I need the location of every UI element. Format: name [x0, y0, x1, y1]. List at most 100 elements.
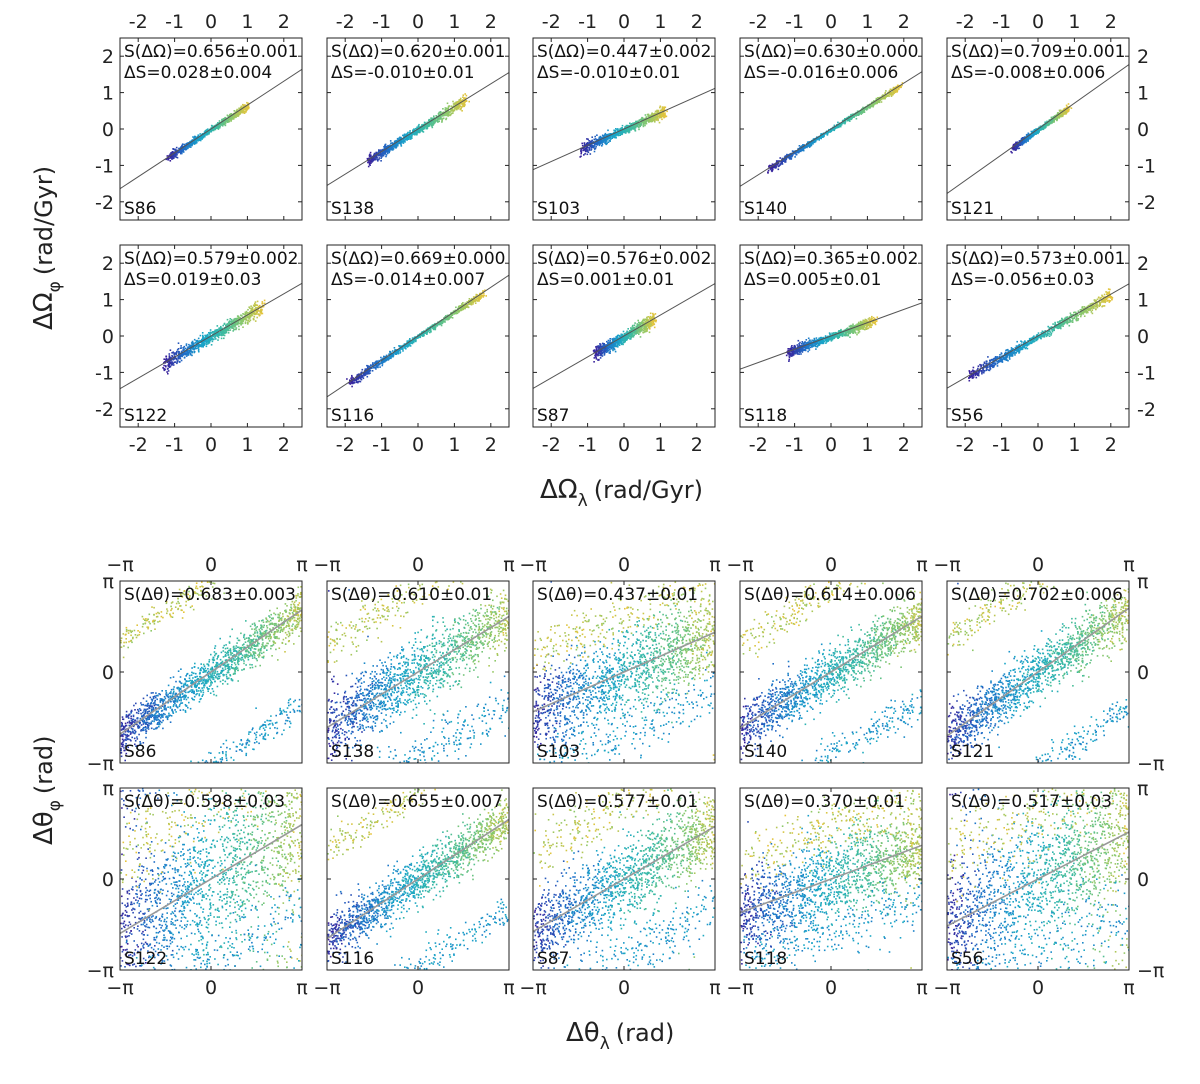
- data-point: [422, 124, 425, 126]
- data-point: [232, 115, 235, 118]
- data-point: [795, 153, 797, 156]
- data-point: [768, 165, 770, 167]
- data-point: [380, 160, 382, 162]
- data-point: [826, 131, 828, 134]
- data-point: [185, 343, 188, 345]
- data-point: [450, 111, 452, 113]
- data-point: [175, 156, 178, 158]
- data-point: [840, 122, 842, 125]
- data-point: [422, 127, 424, 130]
- data-point: [802, 149, 804, 151]
- data-point: [172, 154, 175, 156]
- data-point: [437, 113, 440, 115]
- data-point: [179, 149, 182, 151]
- data-point: [247, 107, 250, 110]
- data-point: [441, 111, 444, 114]
- data-point: [388, 150, 390, 152]
- data-point: [403, 133, 406, 136]
- data-point: [769, 168, 772, 170]
- data-point: [241, 108, 243, 111]
- x-tick-label-top: -1: [785, 11, 804, 33]
- data-point: [400, 141, 403, 144]
- data-point: [809, 143, 811, 145]
- data-point: [437, 117, 440, 119]
- data-point: [849, 116, 852, 118]
- data-point: [594, 138, 597, 140]
- data-point: [850, 113, 852, 116]
- data-point: [442, 117, 445, 120]
- data-point: [420, 128, 423, 130]
- data-point: [1053, 115, 1056, 118]
- data-point: [421, 130, 424, 133]
- data-point: [630, 124, 632, 126]
- data-point: [888, 93, 890, 95]
- data-point: [176, 153, 178, 156]
- data-point: [1012, 147, 1015, 149]
- data-point: [447, 106, 450, 109]
- data-point: [399, 136, 401, 139]
- data-point: [445, 118, 447, 121]
- data-point: [403, 140, 406, 142]
- data-point: [242, 111, 244, 114]
- data-point: [793, 152, 796, 154]
- data-point: [254, 313, 256, 315]
- data-point: [823, 134, 825, 136]
- data-point: [892, 90, 895, 92]
- data-point: [604, 140, 606, 143]
- y-tick-label-right: 0: [1137, 119, 1149, 141]
- data-point: [423, 127, 426, 129]
- data-point: [649, 117, 651, 119]
- data-point: [193, 142, 195, 144]
- data-point: [664, 106, 667, 109]
- data-point: [239, 112, 242, 114]
- data-point: [1027, 140, 1029, 142]
- x-tick-label-top: 2: [691, 11, 703, 33]
- data-point: [213, 127, 215, 130]
- data-point: [378, 149, 381, 152]
- data-point: [227, 121, 229, 123]
- data-point: [629, 122, 631, 125]
- data-point: [406, 133, 409, 135]
- data-point: [373, 154, 375, 157]
- data-point: [209, 130, 212, 132]
- data-point: [787, 154, 789, 157]
- data-point: [245, 111, 247, 113]
- data-point: [175, 358, 178, 360]
- data-point: [797, 151, 800, 154]
- data-point: [785, 158, 788, 160]
- data-point: [774, 164, 776, 166]
- data-point: [438, 120, 440, 122]
- data-point: [847, 115, 850, 118]
- data-point: [461, 103, 463, 105]
- data-point: [455, 106, 458, 109]
- x-tick-label-top: 1: [1068, 11, 1080, 33]
- data-point: [234, 111, 237, 114]
- data-point: [869, 105, 872, 107]
- data-point: [641, 116, 643, 119]
- data-point: [167, 158, 169, 161]
- data-point: [593, 146, 595, 149]
- data-point: [608, 139, 611, 142]
- data-point: [242, 109, 245, 112]
- data-point: [639, 123, 642, 126]
- data-point: [234, 317, 236, 320]
- data-point: [1021, 144, 1024, 146]
- scatter-points: [579, 105, 668, 158]
- data-point: [397, 142, 400, 144]
- data-point: [183, 357, 186, 359]
- data-point: [895, 88, 898, 91]
- data-point: [378, 153, 380, 156]
- data-point: [444, 107, 447, 109]
- data-point: [1016, 141, 1019, 143]
- data-point: [1023, 140, 1025, 142]
- data-point: [1065, 104, 1068, 107]
- data-point: [169, 153, 171, 155]
- data-point: [602, 140, 604, 143]
- data-point: [771, 167, 773, 170]
- data-point: [883, 96, 885, 98]
- data-point: [442, 114, 445, 116]
- data-point: [431, 120, 433, 122]
- data-point: [385, 155, 387, 158]
- data-point: [789, 157, 791, 159]
- data-point: [862, 106, 864, 109]
